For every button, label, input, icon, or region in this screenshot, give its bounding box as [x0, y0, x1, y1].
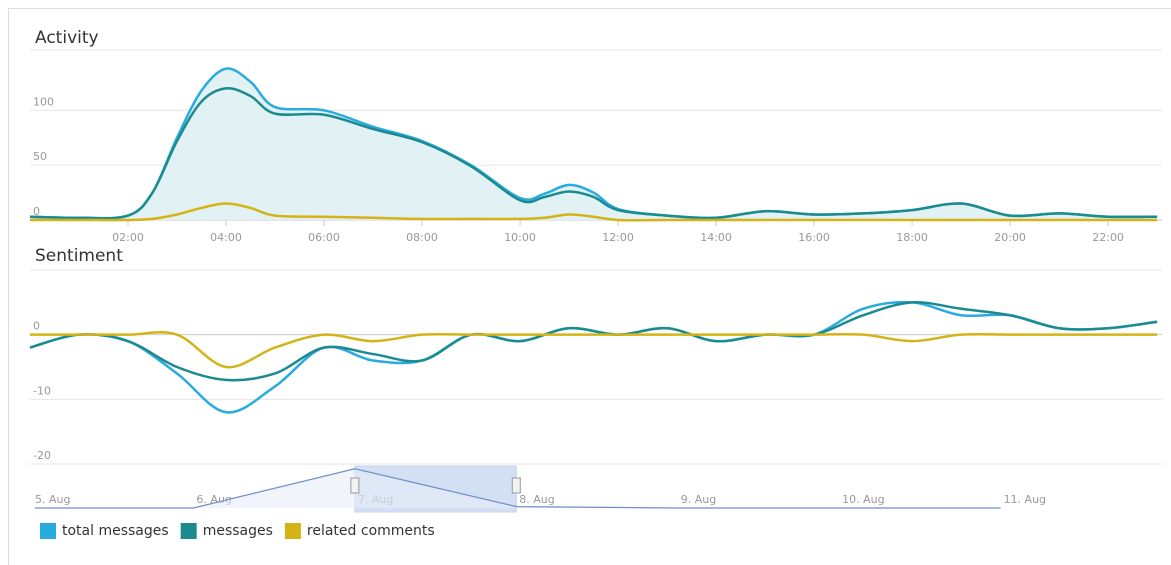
x-tick-label: 22:00: [1092, 231, 1124, 244]
area: [30, 68, 1158, 220]
chart-title: Sentiment: [35, 246, 123, 266]
line: [30, 331, 1158, 369]
legend-label: related comments: [307, 523, 435, 539]
y-tick-label: -20: [33, 449, 51, 462]
y-tick-label: 0: [33, 205, 40, 218]
y-tick-label: 0: [33, 320, 40, 333]
chart-title: Activity: [35, 28, 99, 48]
x-tick-label: 10:00: [504, 231, 536, 244]
x-tick-label: 02:00: [112, 231, 144, 244]
navigator-label: 9. Aug: [681, 493, 716, 506]
y-tick-label: 100: [33, 95, 54, 108]
legend-label: total messages: [62, 523, 169, 539]
legend-label: messages: [203, 523, 273, 539]
x-tick-label: 20:00: [994, 231, 1026, 244]
legend-swatch: [40, 523, 56, 539]
x-tick-label: 16:00: [798, 231, 830, 244]
line: [29, 87, 1158, 220]
navigator-label: 5. Aug: [35, 493, 70, 506]
x-tick-label: 04:00: [210, 231, 242, 244]
line: [29, 300, 1158, 382]
x-tick-label: 14:00: [700, 231, 732, 244]
x-tick-label: 12:00: [602, 231, 634, 244]
navigator-area: [35, 468, 1001, 508]
x-tick-label: 18:00: [896, 231, 928, 244]
y-tick-label: -10: [33, 384, 51, 397]
y-tick-label: 50: [33, 150, 47, 163]
x-tick-label: 08:00: [406, 231, 438, 244]
navigator-label: 10. Aug: [842, 493, 884, 506]
navigator-handle[interactable]: [511, 477, 521, 494]
legend-swatch: [180, 523, 197, 539]
navigator-label: 8. Aug: [519, 493, 554, 506]
navigator-handle[interactable]: [350, 477, 360, 494]
legend-swatch: [284, 523, 301, 539]
navigator-line: [35, 468, 1001, 509]
line: [30, 202, 1158, 222]
x-tick-label: 06:00: [308, 231, 340, 244]
line: [29, 300, 1158, 414]
navigator-label: 11. Aug: [1004, 493, 1046, 506]
